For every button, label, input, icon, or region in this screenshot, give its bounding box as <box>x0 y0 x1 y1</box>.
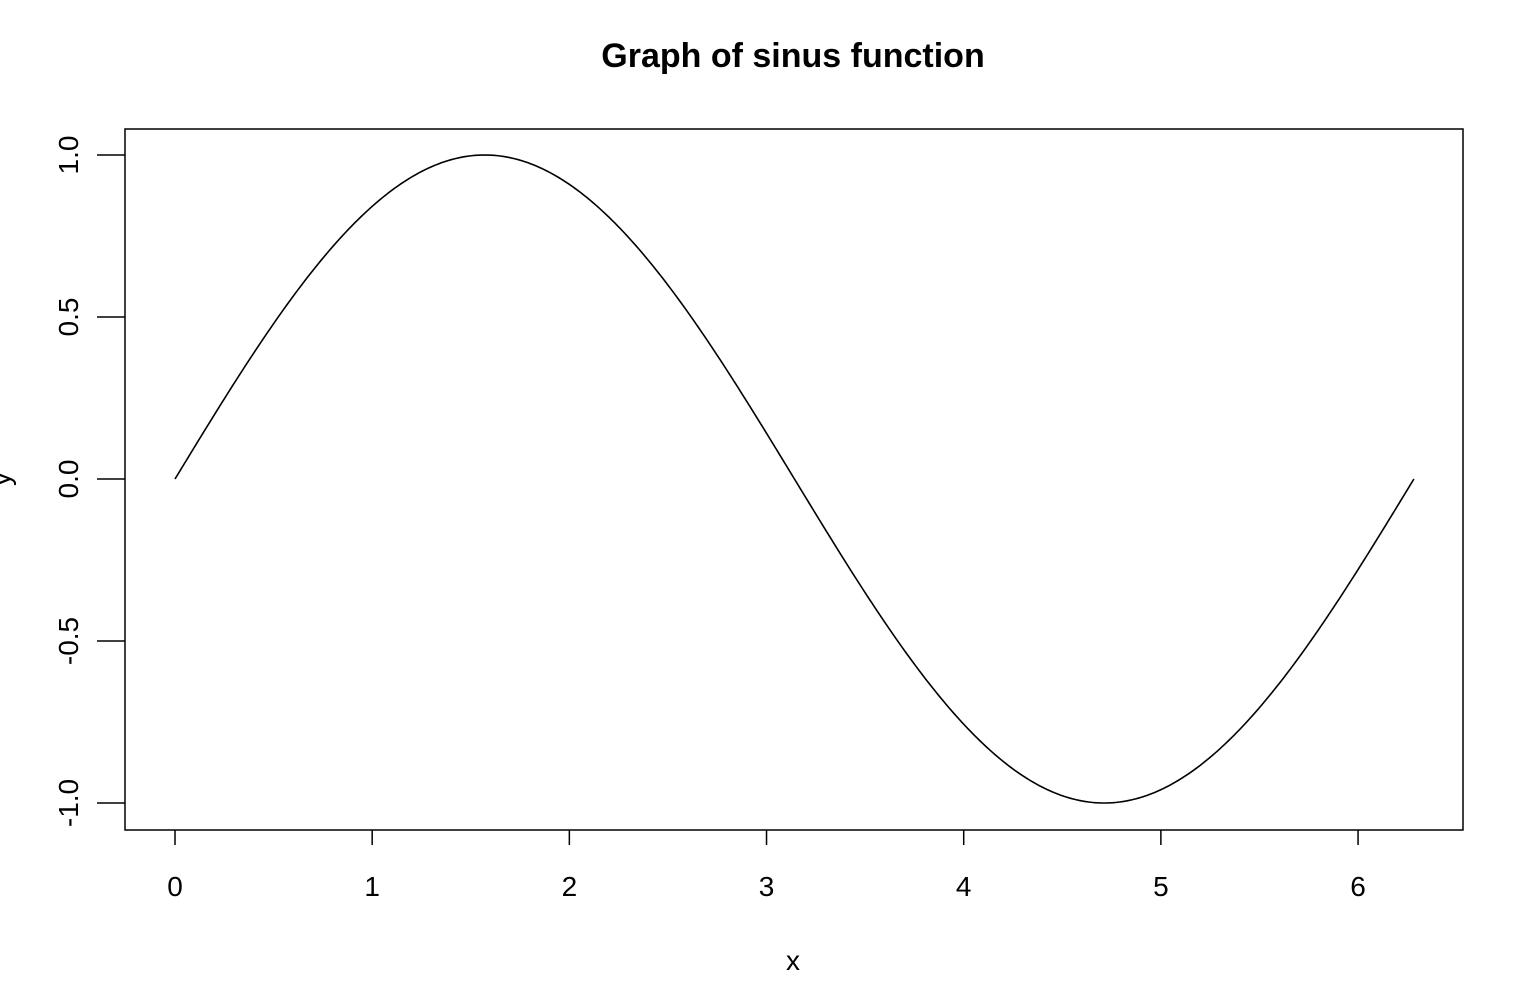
y-tick-label: -1.0 <box>53 779 84 827</box>
x-tick-label: 2 <box>562 871 578 902</box>
chart-title: Graph of sinus function <box>601 37 984 75</box>
x-axis: 0 1 2 3 4 5 6 <box>167 830 1366 902</box>
x-tick-label: 5 <box>1153 871 1169 902</box>
x-tick-label: 3 <box>759 871 775 902</box>
x-tick-label: 4 <box>956 871 972 902</box>
x-tick-label: 6 <box>1350 871 1366 902</box>
sine-series-line <box>174 154 1415 804</box>
y-axis-label: y <box>0 472 16 486</box>
y-tick-label: 1.0 <box>53 136 84 175</box>
y-tick-label: 0.5 <box>53 298 84 337</box>
x-axis-label: x <box>786 945 800 976</box>
y-axis: -1.0 -0.5 0.0 0.5 1.0 <box>53 136 125 827</box>
y-tick-label: 0.0 <box>53 460 84 499</box>
x-tick-label: 1 <box>364 871 380 902</box>
y-tick-label: -0.5 <box>53 617 84 665</box>
x-tick-label: 0 <box>167 871 183 902</box>
